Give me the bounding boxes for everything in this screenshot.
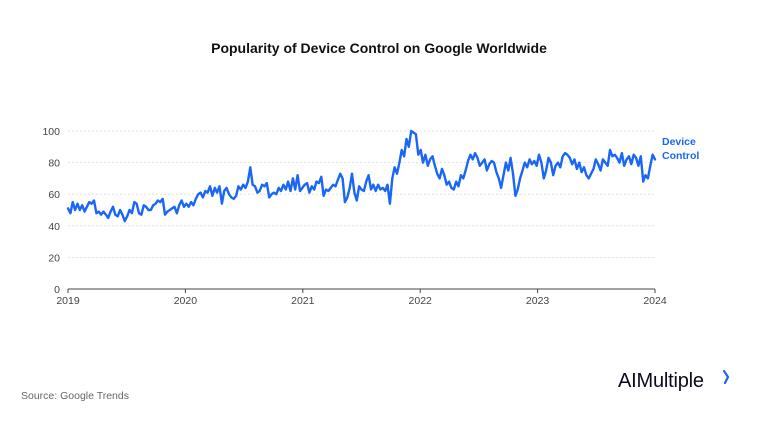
- series-layer: Device Control: [66, 129, 699, 223]
- x-tick-label: 2020: [174, 295, 198, 307]
- y-tick-label: 0: [54, 284, 60, 296]
- y-tick-label: 40: [48, 221, 60, 233]
- source-note: Source: Google Trends: [21, 390, 129, 402]
- x-tick-label: 2021: [291, 295, 315, 307]
- brand-accent-icon: [722, 370, 730, 384]
- y-tick-label: 80: [48, 158, 60, 170]
- chart-title: Popularity of Device Control on Google W…: [211, 40, 547, 56]
- x-tick-label: 2024: [643, 295, 667, 307]
- y-tick-label: 60: [48, 189, 60, 201]
- series-line-device-control: [66, 129, 657, 223]
- x-tick-label: 2022: [409, 295, 433, 307]
- y-tick-label: 20: [48, 252, 60, 264]
- x-tick-label: 2023: [526, 295, 550, 307]
- x-axis-ticks: 2019 2020 2021 2022 2023 2024: [56, 289, 667, 307]
- series-label: Control: [662, 150, 699, 162]
- brand-logo: AIMultiple: [618, 370, 704, 392]
- y-axis-ticks: 0 20 40 60 80 100: [42, 126, 60, 296]
- y-tick-label: 100: [42, 126, 60, 138]
- series-label: Device: [662, 136, 696, 148]
- x-tick-label: 2019: [56, 295, 80, 307]
